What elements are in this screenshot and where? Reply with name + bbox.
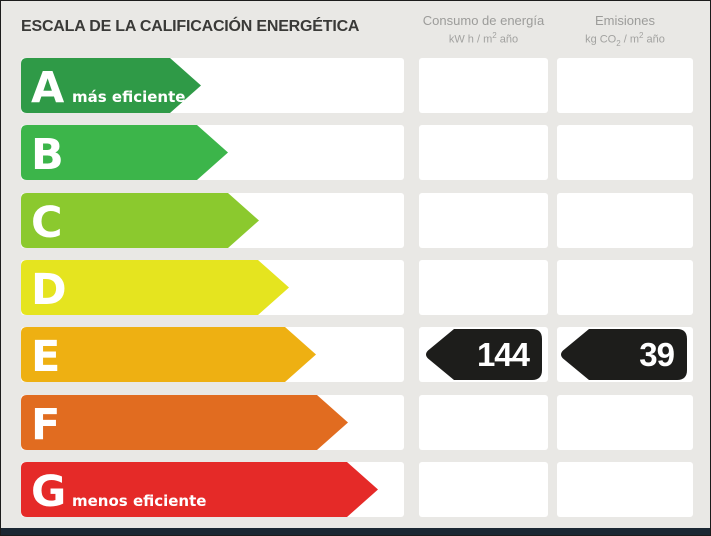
page-title: ESCALA DE LA CALIFICACIÓN ENERGÉTICA (21, 18, 360, 35)
rating-arrow (21, 260, 289, 315)
emisiones-cell (557, 58, 693, 113)
rating-letter: C (31, 198, 63, 248)
consumo-cell (419, 260, 548, 315)
consumo-cell (419, 193, 548, 248)
emisiones-cell (557, 125, 693, 180)
rating-letter: E (31, 332, 61, 382)
emisiones-label: Emisiones (595, 13, 655, 28)
rating-letter: B (31, 130, 64, 180)
rating-row-a: A más eficiente (1, 58, 710, 113)
emisiones-unit: kg CO2 / m2 año (585, 31, 665, 48)
consumo-unit: kW h / m2 año (448, 31, 519, 46)
emisiones-cell (557, 395, 693, 450)
emisiones-cell (557, 462, 693, 517)
rating-arrow (21, 395, 348, 450)
emisiones-value: 39 (639, 336, 675, 373)
consumo-cell (419, 125, 548, 180)
column-header-consumo: Consumo de energía kW h / m2 año (407, 12, 560, 47)
rating-row-c: C (1, 193, 710, 248)
rating-row-f: F (1, 395, 710, 450)
footer-bar (1, 528, 710, 535)
consumo-cell (419, 58, 548, 113)
rating-letter: D (31, 265, 67, 315)
rating-row-d: D (1, 260, 710, 315)
emisiones-cell (557, 193, 693, 248)
emisiones-value-arrow (561, 329, 687, 380)
rating-arrow (21, 327, 316, 382)
consumo-value-arrow (426, 329, 542, 380)
consumo-cell (419, 395, 548, 450)
rating-row-b: B (1, 125, 710, 180)
rating-arrow (21, 462, 378, 517)
rating-arrow (21, 125, 228, 180)
rating-note: menos eficiente (72, 492, 207, 510)
rating-letter: F (31, 400, 61, 450)
emisiones-cell (557, 260, 693, 315)
consumo-value: 144 (476, 336, 530, 373)
rating-letter: A (31, 63, 65, 113)
consumo-cell (419, 462, 548, 517)
rating-row-e: E 144 39 (1, 327, 710, 382)
rating-row-g: G menos eficiente (1, 462, 710, 517)
rating-arrow (21, 58, 201, 113)
rating-letter: G (31, 467, 67, 517)
rating-arrow (21, 193, 259, 248)
consumo-label: Consumo de energía (422, 13, 545, 28)
column-header-emisiones: Emisiones kg CO2 / m2 año (551, 12, 699, 51)
rating-note: más eficiente (72, 88, 186, 106)
